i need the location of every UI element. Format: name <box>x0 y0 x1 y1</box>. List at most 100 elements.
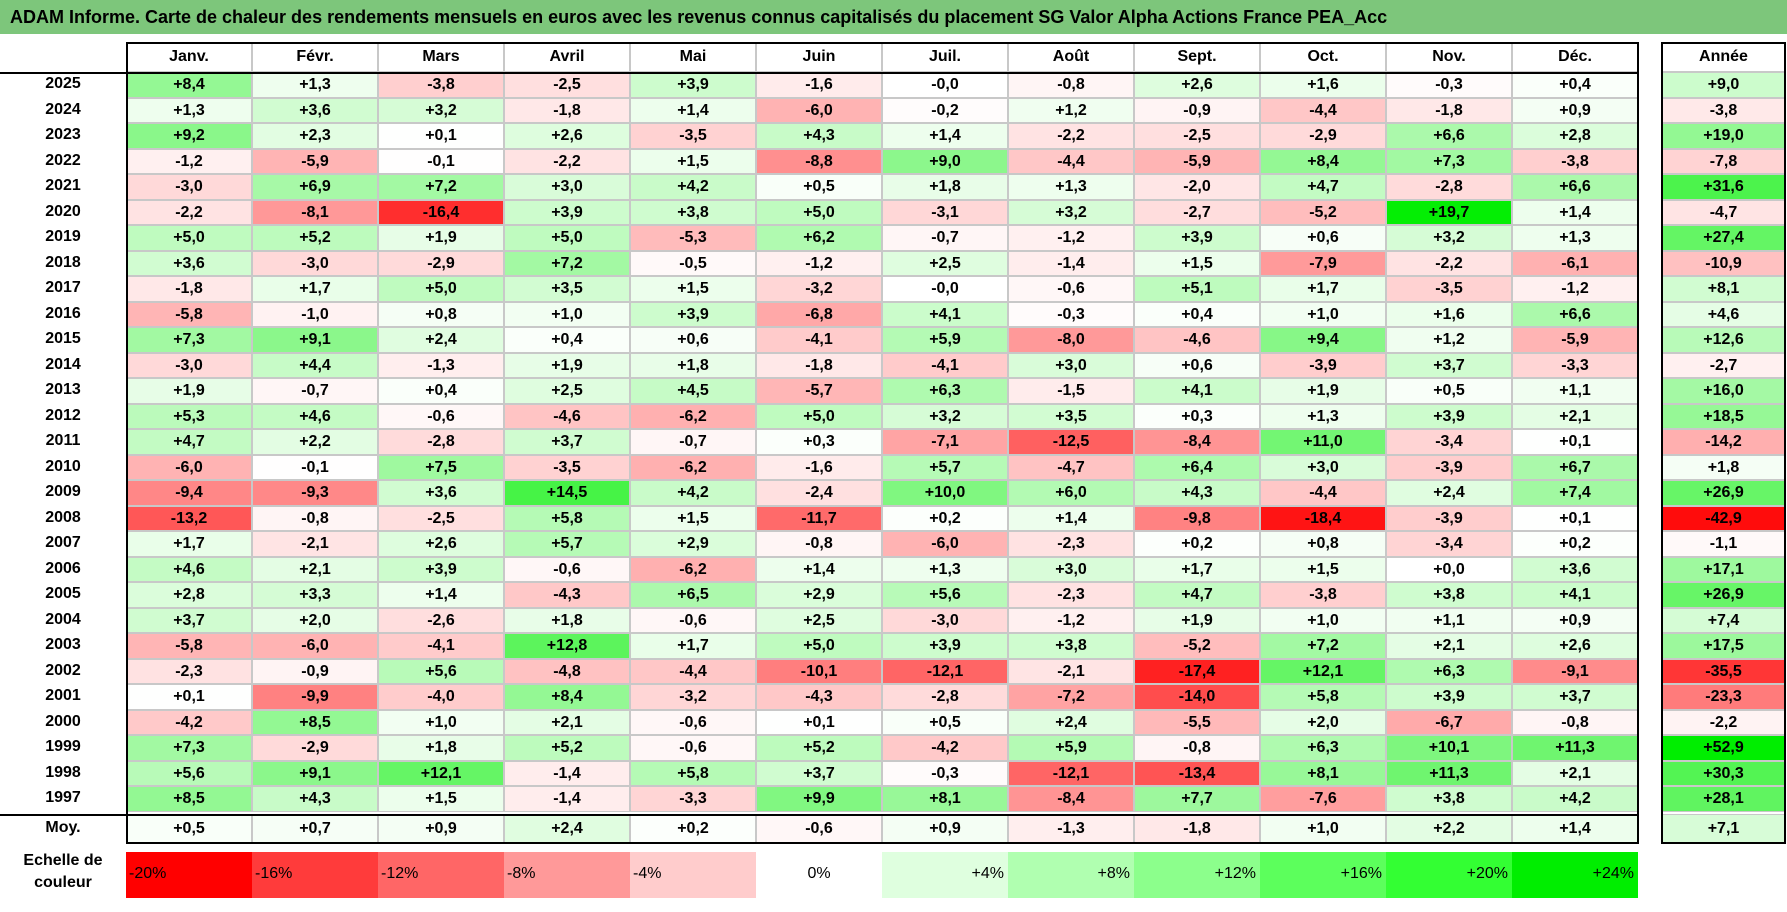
heatmap-cell: -6,2 <box>630 454 756 480</box>
heatmap-cell: -1,4 <box>1008 250 1134 276</box>
heatmap-cell: -0,7 <box>630 429 756 455</box>
heatmap-cell: +4,3 <box>756 123 882 149</box>
heatmap-cell: +1,7 <box>126 531 252 557</box>
heatmap-cell: +4,2 <box>630 174 756 200</box>
heatmap-cell: +4,7 <box>1260 174 1386 200</box>
heatmap-cell: -0,6 <box>1008 276 1134 302</box>
heatmap-cell: +8,1 <box>882 786 1008 812</box>
year-label: 1998 <box>45 763 81 781</box>
heatmap-cell: -7,2 <box>1008 684 1134 710</box>
heatmap-cell: +1,0 <box>1260 607 1386 633</box>
heatmap-cell: +5,2 <box>756 735 882 761</box>
heatmap-cell: -4,7 <box>1008 454 1134 480</box>
heatmap-cell: +0,1 <box>1512 429 1638 455</box>
heatmap-cell: -0,6 <box>630 735 756 761</box>
year-label: 2021 <box>45 177 81 194</box>
heatmap-cell: +7,5 <box>378 454 504 480</box>
heatmap-cell: +4,5 <box>630 378 756 404</box>
heatmap-cell: +4,1 <box>1134 378 1260 404</box>
column-header: Sept. <box>1134 42 1260 72</box>
heatmap-cell: +5,3 <box>126 403 252 429</box>
heatmap-cell: -6,7 <box>1386 709 1512 735</box>
heatmap-cell: +2,8 <box>1512 123 1638 149</box>
heatmap-cell: +5,8 <box>630 760 756 786</box>
heatmap-cell: +0,6 <box>1260 225 1386 251</box>
heatmap-cell: +6,5 <box>630 582 756 608</box>
annual-cell: -14,2 <box>1661 429 1786 455</box>
annual-header: Année <box>1661 42 1786 72</box>
year-label: 2014 <box>45 355 81 373</box>
heatmap-cell: -9,8 <box>1134 505 1260 531</box>
heatmap-cell: +1,9 <box>126 378 252 404</box>
year-label: 2000 <box>45 712 81 730</box>
heatmap-cell: +3,2 <box>1008 199 1134 225</box>
heatmap-cell: +1,3 <box>126 97 252 123</box>
heatmap-cell: +3,6 <box>252 97 378 123</box>
color-scale-swatch: +16% <box>1260 852 1386 898</box>
average-cell: +2,2 <box>1386 813 1512 844</box>
heatmap-cell: +2,9 <box>756 582 882 608</box>
heatmap-cell: +0,5 <box>756 174 882 200</box>
heatmap-cell: +14,5 <box>504 480 630 506</box>
heatmap-cell: +3,5 <box>504 276 630 302</box>
heatmap-cell: +5,0 <box>756 633 882 659</box>
heatmap-cell: -4,1 <box>756 327 882 353</box>
year-label: 2020 <box>45 202 81 220</box>
heatmap-cell: +4,1 <box>882 301 1008 327</box>
heatmap-cell: -0,2 <box>882 97 1008 123</box>
heatmap-cell: +2,1 <box>1512 760 1638 786</box>
heatmap-cell: -6,2 <box>630 556 756 582</box>
heatmap-cell: +0,9 <box>1512 97 1638 123</box>
heatmap-cell: -2,8 <box>882 684 1008 710</box>
heatmap-cell: +3,9 <box>1134 225 1260 251</box>
heatmap-cell: +0,9 <box>1512 607 1638 633</box>
heatmap-cell: +3,3 <box>252 582 378 608</box>
heatmap-cell: -2,3 <box>126 658 252 684</box>
heatmap-cell: +4,2 <box>1512 786 1638 812</box>
heatmap-cell: -3,5 <box>504 454 630 480</box>
heatmap-cell: -4,3 <box>756 684 882 710</box>
heatmap-cell: +9,1 <box>252 760 378 786</box>
heatmap-cell: -4,2 <box>882 735 1008 761</box>
heatmap-cell: +7,3 <box>126 735 252 761</box>
color-scale-swatch: +8% <box>1008 852 1134 898</box>
heatmap-cell: +0,8 <box>378 301 504 327</box>
heatmap-cell: +2,4 <box>378 327 504 353</box>
heatmap-cell: -3,0 <box>252 250 378 276</box>
heatmap-cell: +0,1 <box>756 709 882 735</box>
heatmap-cell: +1,0 <box>378 709 504 735</box>
heatmap-cell: -2,2 <box>1386 250 1512 276</box>
heatmap-cell: +4,4 <box>252 352 378 378</box>
heatmap-cell: +6,6 <box>1512 301 1638 327</box>
year-label: 1997 <box>45 789 81 806</box>
heatmap-cell: +5,6 <box>126 760 252 786</box>
heatmap-cell: +5,0 <box>756 199 882 225</box>
average-cell: +0,7 <box>252 813 378 844</box>
heatmap-cell: +0,6 <box>1134 352 1260 378</box>
column-header: Août <box>1008 42 1134 72</box>
color-scale-swatch: -4% <box>630 852 756 898</box>
heatmap-cell: +9,9 <box>756 786 882 812</box>
heatmap-cell: -6,0 <box>126 454 252 480</box>
heatmap-cell: -5,2 <box>1134 633 1260 659</box>
heatmap-cell: -0,3 <box>1008 301 1134 327</box>
heatmap-cell: -4,3 <box>504 582 630 608</box>
heatmap-cell: +3,8 <box>630 199 756 225</box>
heatmap-cell: -13,2 <box>126 505 252 531</box>
heatmap-cell: -6,0 <box>882 531 1008 557</box>
heatmap-cell: +1,2 <box>1386 327 1512 353</box>
heatmap-cell: +1,7 <box>630 633 756 659</box>
heatmap-cell: -3,4 <box>1386 531 1512 557</box>
heatmap-cell: -1,2 <box>756 250 882 276</box>
heatmap-cell: +11,0 <box>1260 429 1386 455</box>
column-header: Juil. <box>882 42 1008 72</box>
color-scale-swatch: -12% <box>378 852 504 898</box>
color-scale-swatch: -8% <box>504 852 630 898</box>
heatmap-cell: +6,3 <box>882 378 1008 404</box>
heatmap-cell: +2,5 <box>504 378 630 404</box>
heatmap-cell: +3,8 <box>1386 582 1512 608</box>
heatmap-cell: +9,2 <box>126 123 252 149</box>
heatmap-cell: +2,9 <box>630 531 756 557</box>
heatmap-cell: +1,3 <box>252 72 378 98</box>
annual-cell: +17,1 <box>1661 556 1786 582</box>
